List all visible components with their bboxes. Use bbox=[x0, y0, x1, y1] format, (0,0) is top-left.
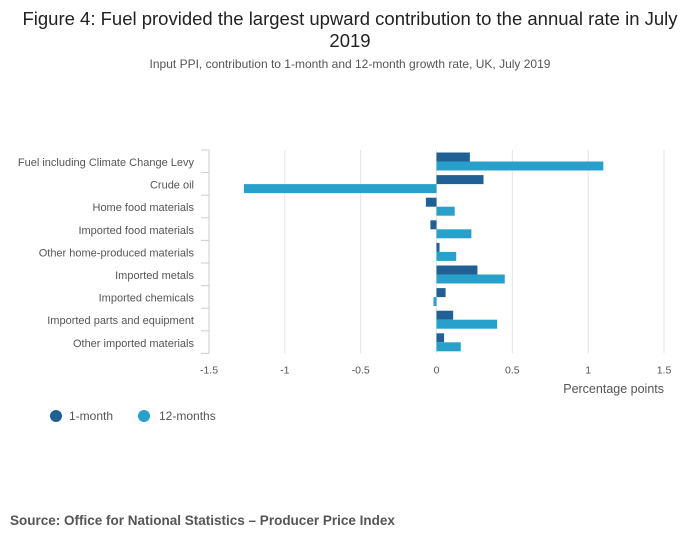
chart-subtitle: Input PPI, contribution to 1-month and 1… bbox=[149, 57, 551, 71]
bar-12-months-crude-oil[interactable] bbox=[243, 184, 437, 194]
axes: -1.5 -1 -0.5 0 0.5 1 1.5 Fuel including Climate… bbox=[18, 149, 672, 376]
bar-12-months-home-food-materials[interactable] bbox=[436, 206, 455, 216]
legend-marker-12-months bbox=[138, 410, 150, 422]
x-tick-label: 0.5 bbox=[505, 364, 520, 376]
x-tick-label: 1 bbox=[585, 364, 591, 376]
legend-label-12-months: 12-months bbox=[159, 409, 216, 423]
chart-title: Figure 4: Fuel provided the largest upwa… bbox=[22, 8, 678, 51]
category-label-imported-metals: Imported metals bbox=[115, 270, 194, 282]
bar-12-months-imported-parts-and-equipment[interactable] bbox=[436, 319, 498, 329]
category-label-crude-oil: Crude oil bbox=[150, 180, 194, 192]
bar-1-month-fuel-including-climate-change-levy[interactable] bbox=[436, 152, 470, 162]
bar-12-months-imported-food-materials[interactable] bbox=[436, 229, 472, 239]
x-tick-label: -1.5 bbox=[200, 364, 218, 376]
source-note: Source: Office for National Statistics –… bbox=[10, 513, 395, 528]
category-label-imported-parts-and-equipment: Imported parts and equipment bbox=[47, 315, 194, 327]
x-tick-label: 0 bbox=[434, 364, 440, 376]
bar-1-month-imported-chemicals[interactable] bbox=[436, 288, 446, 298]
legend-item-12-months[interactable]: 12-months bbox=[138, 409, 216, 423]
bar-12-months-imported-metals[interactable] bbox=[436, 274, 505, 284]
bar-12-months-imported-chemicals[interactable] bbox=[433, 297, 437, 307]
legend-marker-1-month bbox=[50, 410, 62, 422]
bar-12-months-fuel-including-climate-change-levy[interactable] bbox=[436, 161, 604, 171]
category-label-other-home-produced-materials: Other home-produced materials bbox=[39, 247, 195, 259]
bars bbox=[243, 152, 604, 352]
x-axis-label: Percentage points bbox=[563, 382, 664, 396]
legend-label-1-month: 1-month bbox=[69, 409, 113, 423]
category-label-imported-food-materials: Imported food materials bbox=[78, 225, 194, 237]
category-label-imported-chemicals: Imported chemicals bbox=[99, 293, 195, 305]
x-tick-label: -0.5 bbox=[352, 364, 370, 376]
category-label-home-food-materials: Home food materials bbox=[93, 202, 195, 214]
legend: 1-month 12-months bbox=[50, 409, 216, 423]
bar-1-month-other-home-produced-materials[interactable] bbox=[436, 242, 440, 252]
bar-1-month-imported-metals[interactable] bbox=[436, 265, 478, 275]
x-tick-label: -1 bbox=[280, 364, 289, 376]
category-label-fuel-including-climate-change-levy: Fuel including Climate Change Levy bbox=[18, 157, 195, 169]
category-label-other-imported-materials: Other imported materials bbox=[73, 338, 195, 350]
bar-1-month-other-imported-materials[interactable] bbox=[436, 333, 445, 343]
x-tick-label: 1.5 bbox=[657, 364, 672, 376]
bar-12-months-other-home-produced-materials[interactable] bbox=[436, 251, 457, 261]
legend-item-1-month[interactable]: 1-month bbox=[50, 409, 113, 423]
bar-1-month-crude-oil[interactable] bbox=[436, 175, 484, 185]
bar-1-month-imported-food-materials[interactable] bbox=[430, 220, 437, 230]
bar-1-month-imported-parts-and-equipment[interactable] bbox=[436, 310, 454, 320]
bar-1-month-home-food-materials[interactable] bbox=[425, 197, 437, 207]
bar-12-months-other-imported-materials[interactable] bbox=[436, 342, 461, 352]
